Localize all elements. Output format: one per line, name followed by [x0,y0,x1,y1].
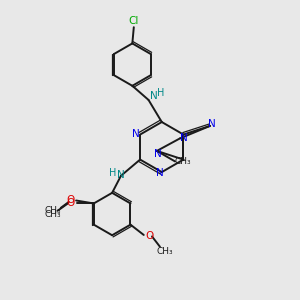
Text: O: O [146,230,154,241]
Text: N: N [180,133,187,143]
Text: CH₃: CH₃ [44,206,61,215]
Text: CH₃: CH₃ [157,247,173,256]
Text: Cl: Cl [129,16,139,26]
Text: N: N [132,129,140,139]
Text: N: N [150,92,158,101]
Text: O: O [67,198,75,208]
Text: CH₃: CH₃ [175,157,192,166]
Text: N: N [156,168,164,178]
Text: N: N [154,149,162,160]
Text: H: H [157,88,165,98]
Text: N: N [116,170,124,180]
Text: O: O [67,195,75,205]
Text: N: N [208,118,215,128]
Text: CH₃: CH₃ [44,210,61,219]
Text: H: H [109,168,116,178]
